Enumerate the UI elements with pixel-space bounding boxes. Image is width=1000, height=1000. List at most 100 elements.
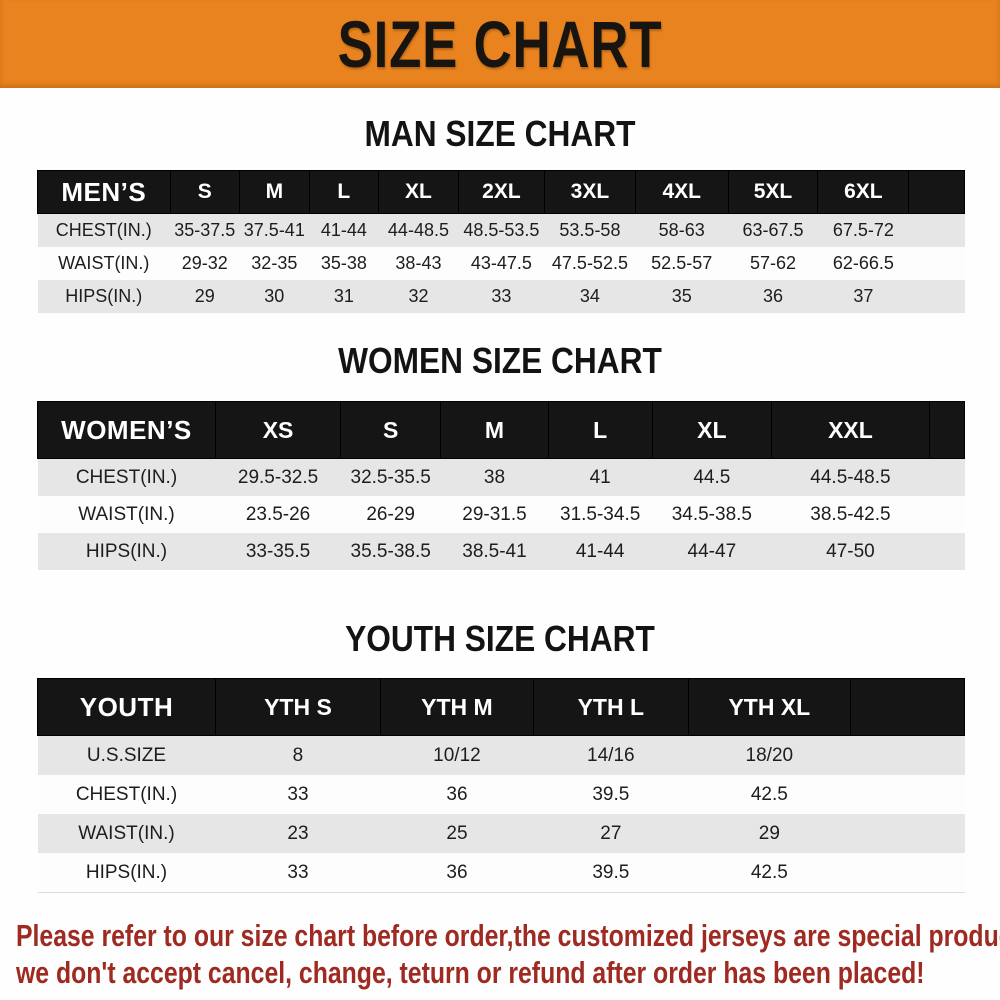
column-header: S: [169, 170, 241, 214]
table-row: WAIST(IN.) 23.5-26 26-29 29-31.5 31.5-34.5 34…: [37, 496, 965, 533]
header-row: MEN’S S M L XL 2XL 3XL 4XL 5XL 6XL: [37, 170, 965, 214]
column-header: 5XL: [727, 170, 819, 214]
table-cell: 30: [239, 280, 310, 313]
youth-heading-text: YOUTH SIZE CHART: [345, 618, 655, 659]
row-label: CHEST(IN.): [37, 213, 171, 247]
row-label: WAIST(IN.): [37, 247, 171, 280]
men-size-table: MEN’S S M L XL 2XL 3XL 4XL 5XL 6XL CHEST(IN.) 35-37…: [37, 170, 965, 313]
table-cell: 36: [380, 775, 534, 814]
table-cell: 44.5: [652, 458, 772, 496]
row-spacer-cell: [850, 814, 965, 853]
banner-title: SIZE CHART: [337, 7, 663, 81]
table-cell: 41-44: [548, 533, 653, 570]
column-header: YTH L: [532, 678, 689, 736]
table-cell: 23: [215, 814, 381, 853]
table-row: HIPS(IN.) 33-35.5 35.5-38.5 38.5-41 41-44 44-…: [37, 533, 965, 570]
table-cell: 63-67.5: [728, 213, 818, 247]
table-cell: 39.5: [533, 853, 689, 893]
column-header: XS: [214, 401, 342, 459]
table-cell: 29.5-32.5: [215, 458, 341, 496]
table-cell: 29: [688, 814, 851, 853]
youth-size-chart-heading: YOUTH SIZE CHART: [0, 618, 1000, 660]
row-spacer-cell: [850, 853, 965, 893]
table-cell: 37.5-41: [239, 213, 310, 247]
table-cell: 35-38: [309, 247, 379, 280]
table-cell: 47-50: [771, 533, 930, 570]
table-cell: 35-37.5: [170, 213, 240, 247]
header-spacer-cell: [849, 678, 966, 736]
row-spacer-cell: [908, 213, 965, 247]
row-spacer-cell: [929, 458, 965, 496]
table-cell: 29: [170, 280, 240, 313]
column-header: 4XL: [634, 170, 729, 214]
column-header: S: [340, 401, 442, 459]
table-cell: 58-63: [635, 213, 729, 247]
table-cell: 48.5-53.5: [458, 213, 545, 247]
column-header: YTH S: [214, 678, 381, 736]
header-spacer-cell: [928, 401, 966, 459]
column-header: YTH M: [379, 678, 534, 736]
table-cell: 38-43: [378, 247, 459, 280]
table-cell: 23.5-26: [215, 496, 341, 533]
table-cell: 32-35: [239, 247, 310, 280]
table-cell: 31: [309, 280, 379, 313]
column-header: XL: [651, 401, 773, 459]
table-cell: 38.5-41: [440, 533, 549, 570]
table-cell: 35: [635, 280, 729, 313]
table-cell: 33: [458, 280, 545, 313]
table-row: CHEST(IN.) 35-37.5 37.5-41 41-44 44-48.5 48.5…: [37, 213, 965, 247]
column-header: 6XL: [817, 170, 910, 214]
table-cell: 29-32: [170, 247, 240, 280]
table-cell: 33: [215, 853, 381, 893]
table-cell: 27: [533, 814, 689, 853]
table-cell: 52.5-57: [635, 247, 729, 280]
table-cell: 38.5-42.5: [771, 496, 930, 533]
women-size-table: WOMEN’S XS S M L XL XXL CHEST(IN.) 29.5-32.5 32.5…: [37, 401, 966, 570]
column-header: M: [440, 401, 549, 459]
column-header: 3XL: [544, 170, 636, 214]
row-spacer-cell: [929, 533, 965, 570]
table-cell: 33-35.5: [215, 533, 341, 570]
table-row: WAIST(IN.) 23 25 27 29: [37, 814, 965, 853]
notice-line-1: Please refer to our size chart before or…: [16, 918, 1000, 953]
table-cell: 32.5-35.5: [340, 458, 441, 496]
column-header: M: [239, 170, 310, 214]
row-label: HIPS(IN.): [37, 533, 216, 570]
row-label: CHEST(IN.): [37, 775, 216, 814]
men-heading-text: MAN SIZE CHART: [364, 113, 636, 154]
table-cell: 44-48.5: [378, 213, 459, 247]
header-spacer-cell: [908, 170, 965, 214]
table-row: U.S.SIZE 8 10/12 14/16 18/20: [37, 735, 965, 775]
notice-line-2: we don't accept cancel, change, teturn o…: [16, 955, 925, 990]
table-cell: 18/20: [688, 735, 851, 775]
column-header: 2XL: [457, 170, 546, 214]
table-cell: 42.5: [688, 775, 851, 814]
women-size-chart-heading: WOMEN SIZE CHART: [0, 340, 1000, 382]
table-cell: 67.5-72: [817, 213, 909, 247]
table-cell: 44.5-48.5: [771, 458, 930, 496]
order-notice: Please refer to our size chart before or…: [0, 917, 1000, 991]
table-cell: 34: [544, 280, 636, 313]
row-label: HIPS(IN.): [37, 853, 216, 893]
table-title-cell: YOUTH: [37, 678, 216, 736]
table-cell: 39.5: [533, 775, 689, 814]
row-spacer-cell: [850, 775, 965, 814]
table-cell: 44-47: [652, 533, 772, 570]
table-cell: 62-66.5: [817, 247, 909, 280]
row-label: HIPS(IN.): [37, 280, 171, 313]
table-cell: 41: [548, 458, 653, 496]
table-cell: 57-62: [728, 247, 818, 280]
table-row: HIPS(IN.) 29 30 31 32 33 34 35 36 37: [37, 280, 965, 313]
table-row: HIPS(IN.) 33 36 39.5 42.5: [37, 853, 965, 893]
banner: SIZE CHART: [0, 0, 1000, 88]
table-cell: 35.5-38.5: [340, 533, 441, 570]
table-cell: 36: [380, 853, 534, 893]
table-cell: 47.5-52.5: [544, 247, 636, 280]
table-cell: 26-29: [340, 496, 441, 533]
table-cell: 32: [378, 280, 459, 313]
table-cell: 36: [728, 280, 818, 313]
column-header: L: [308, 170, 380, 214]
table-cell: 38: [440, 458, 549, 496]
table-title-cell: MEN’S: [37, 170, 171, 214]
